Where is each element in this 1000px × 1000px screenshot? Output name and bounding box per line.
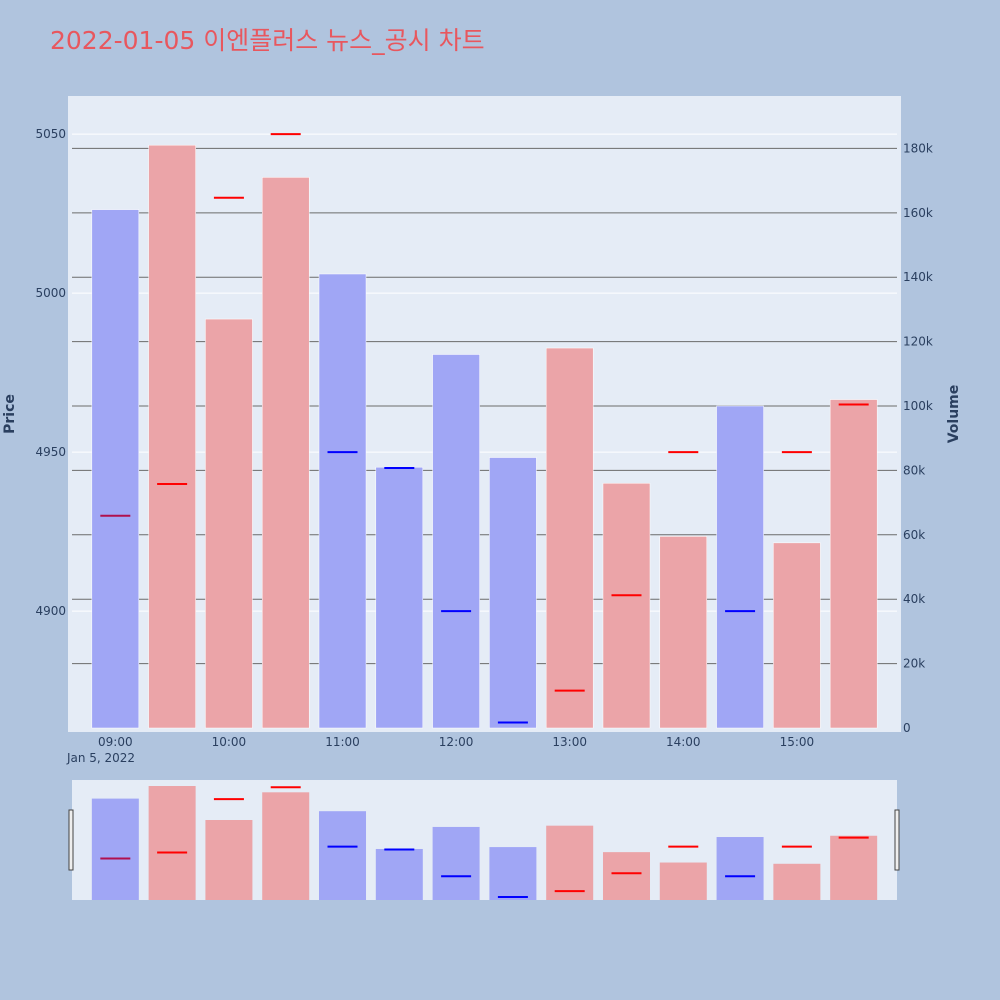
range-slider-bar bbox=[205, 820, 253, 900]
range-slider-bar bbox=[148, 786, 196, 900]
range-slider-bg bbox=[72, 780, 897, 900]
time-tick-label: 15:00 bbox=[780, 735, 815, 749]
volume-tick-label: 180k bbox=[903, 141, 933, 155]
volume-bar bbox=[432, 354, 480, 729]
volume-bars bbox=[91, 144, 878, 729]
time-axis: 09:00 10:00 11:00 12:00 13:00 14:00 15:00 bbox=[98, 735, 814, 749]
volume-bar bbox=[659, 536, 708, 729]
range-slider-bar bbox=[489, 847, 537, 900]
range-slider-bars bbox=[91, 786, 878, 900]
range-slider-bar bbox=[432, 826, 480, 900]
range-slider-bar bbox=[602, 852, 650, 900]
volume-bar bbox=[545, 347, 594, 729]
range-slider-price-marks bbox=[100, 786, 869, 899]
range-slider-bar bbox=[773, 863, 821, 900]
price-tick-label: 5050 bbox=[35, 127, 66, 141]
volume-tick-label: 160k bbox=[903, 206, 933, 220]
time-tick-label: 10:00 bbox=[212, 735, 247, 749]
price-axis: 4900 4950 5000 5050 bbox=[35, 127, 66, 618]
volume-tick-label: 40k bbox=[903, 592, 925, 606]
range-slider-bar bbox=[262, 792, 310, 900]
volume-bar bbox=[773, 542, 821, 729]
range-slider-bar bbox=[716, 837, 764, 900]
range-slider-bar bbox=[91, 798, 139, 900]
range-slider-bar bbox=[375, 848, 423, 900]
volume-bar bbox=[489, 457, 537, 729]
volume-axis: 0 20k 40k 60k 80k 100k 120k 140k 160k 180k bbox=[903, 141, 933, 735]
range-slider-left-handle[interactable] bbox=[68, 809, 74, 871]
volume-tick-label: 60k bbox=[903, 528, 925, 542]
range-slider[interactable] bbox=[68, 780, 900, 900]
volume-bar bbox=[716, 405, 764, 729]
range-slider-bar bbox=[830, 835, 878, 900]
volume-bar bbox=[91, 209, 140, 729]
price-marks bbox=[100, 133, 869, 724]
price-tick-label: 4950 bbox=[35, 445, 66, 459]
volume-bar bbox=[829, 399, 878, 729]
price-axis-title: Price bbox=[2, 394, 18, 434]
price-tick-label: 4900 bbox=[35, 604, 66, 618]
volume-tick-label: 140k bbox=[903, 270, 933, 284]
price-tick-label: 5000 bbox=[35, 286, 66, 300]
date-label: Jan 5, 2022 bbox=[66, 751, 135, 765]
range-slider-bar bbox=[546, 825, 594, 900]
volume-bar bbox=[375, 466, 424, 729]
range-slider-bar bbox=[319, 811, 367, 900]
volume-bar bbox=[318, 273, 367, 729]
volume-bar bbox=[205, 318, 253, 729]
volume-axis-title: Volume bbox=[946, 385, 962, 444]
time-tick-label: 09:00 bbox=[98, 735, 133, 749]
volume-bar bbox=[148, 144, 196, 729]
volume-tick-label: 80k bbox=[903, 463, 925, 477]
volume-bar bbox=[602, 483, 651, 729]
volume-tick-label: 100k bbox=[903, 399, 933, 413]
volume-tick-label: 20k bbox=[903, 657, 925, 671]
chart-title: 2022-01-05 이엔플러스 뉴스_공시 차트 bbox=[50, 26, 485, 55]
volume-tick-label: 120k bbox=[903, 335, 933, 349]
time-tick-label: 13:00 bbox=[552, 735, 587, 749]
time-tick-label: 11:00 bbox=[325, 735, 360, 749]
range-slider-right-handle[interactable] bbox=[894, 809, 900, 871]
volume-tick-label: 0 bbox=[903, 721, 911, 735]
volume-bar bbox=[261, 177, 310, 729]
time-tick-label: 12:00 bbox=[439, 735, 474, 749]
range-slider-bar bbox=[659, 862, 707, 900]
time-tick-label: 14:00 bbox=[666, 735, 701, 749]
